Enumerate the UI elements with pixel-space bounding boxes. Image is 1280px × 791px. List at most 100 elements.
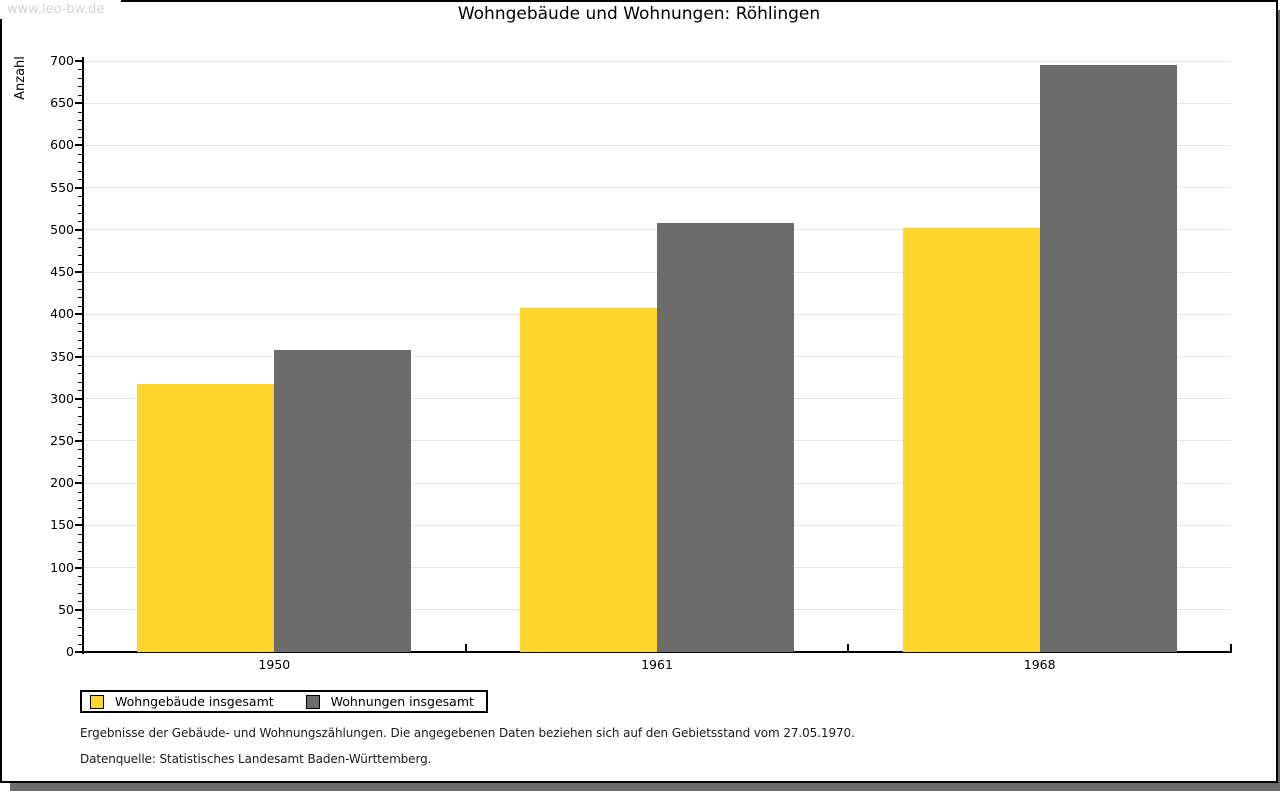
y-minor-tick [78, 457, 83, 459]
y-minor-tick [78, 246, 83, 248]
y-minor-tick [78, 331, 83, 333]
y-minor-tick [78, 212, 83, 214]
y-tick-label: 400 [50, 306, 74, 322]
y-minor-tick [78, 500, 83, 502]
y-tick-label: 500 [50, 221, 74, 237]
y-minor-tick [78, 153, 83, 155]
legend-label: Wohngebäude insgesamt [115, 694, 274, 709]
y-tick-label: 100 [50, 559, 74, 575]
y-axis-line [82, 57, 84, 654]
y-minor-tick [78, 373, 83, 375]
y-minor-tick [78, 381, 83, 383]
y-major-tick [75, 60, 83, 62]
bar-wohngebäude-1968 [902, 228, 1040, 652]
y-tick-label: 300 [50, 390, 74, 406]
bar-wohnungen-1950 [274, 349, 412, 652]
y-minor-tick [78, 559, 83, 561]
y-minor-tick [78, 322, 83, 324]
y-minor-tick [78, 120, 83, 122]
y-minor-tick [78, 128, 83, 130]
y-major-tick [75, 102, 83, 105]
gridline [83, 102, 1231, 104]
y-minor-tick [78, 136, 83, 138]
y-minor-tick [78, 432, 83, 434]
y-minor-tick [78, 491, 83, 493]
y-tick-label: 50 [58, 601, 74, 617]
y-major-tick [75, 271, 83, 274]
legend-swatch-icon [90, 694, 104, 709]
y-minor-tick [78, 449, 83, 451]
gridline [83, 144, 1231, 146]
frame-shadow-bottom [10, 783, 1280, 791]
y-minor-tick [78, 576, 83, 577]
y-minor-tick [78, 111, 83, 113]
y-major-tick [75, 608, 83, 611]
y-minor-tick [78, 348, 83, 350]
y-minor-tick [78, 407, 83, 409]
y-minor-tick [78, 69, 83, 71]
y-tick-label: 550 [50, 179, 74, 195]
y-major-tick [75, 651, 83, 653]
footnote-source-note: Ergebnisse der Gebäude- und Wohnungszähl… [80, 726, 855, 740]
gridline [83, 60, 1231, 62]
frame-shadow-right [1278, 10, 1280, 783]
y-minor-tick [78, 601, 83, 603]
y-major-tick [75, 313, 83, 316]
x-tick-label: 1961 [641, 657, 673, 672]
legend-item: Wohngebäude insgesamt [90, 694, 274, 709]
y-minor-tick [78, 550, 83, 552]
y-minor-tick [78, 390, 83, 392]
chart-title: Wohngebäude und Wohnungen: Röhlingen [457, 4, 821, 24]
y-tick-label: 200 [50, 475, 74, 491]
y-minor-tick [78, 238, 83, 240]
x-boundary-tick [847, 644, 850, 652]
bar-wohngebäude-1950 [137, 383, 275, 652]
y-major-tick [75, 144, 83, 147]
y-minor-tick [78, 255, 83, 257]
x-tick-label: 1950 [258, 657, 291, 672]
y-minor-tick [78, 626, 83, 628]
legend-label: Wohnungen insgesamt [330, 694, 474, 709]
x-boundary-tick [1230, 644, 1232, 652]
y-tick-label: 700 [50, 53, 74, 68]
gridline [83, 187, 1231, 189]
y-minor-tick [78, 94, 83, 96]
footnote-data-source: Datenquelle: Statistisches Landesamt Bad… [80, 752, 432, 766]
y-major-tick [75, 228, 83, 231]
y-major-tick [75, 524, 83, 527]
y-major-tick [75, 566, 83, 569]
y-minor-tick [78, 415, 83, 417]
y-minor-tick [78, 542, 83, 544]
y-tick-label: 600 [50, 137, 74, 153]
y-tick-label: 150 [50, 517, 74, 533]
y-minor-tick [78, 221, 83, 223]
legend-item: Wohnungen insgesamt [305, 694, 474, 709]
y-minor-tick [78, 533, 83, 535]
y-minor-tick [78, 204, 83, 206]
y-minor-tick [78, 466, 83, 468]
y-tick-label: 0 [66, 644, 74, 659]
y-major-tick [75, 397, 83, 400]
bar-wohnungen-1968 [1039, 65, 1177, 652]
y-minor-tick [78, 584, 83, 586]
y-tick-label: 650 [50, 95, 74, 111]
x-tick-label: 1968 [1023, 657, 1056, 672]
y-major-tick [75, 439, 83, 442]
y-major-tick [75, 355, 83, 358]
bar-wohngebäude-1961 [520, 307, 657, 652]
y-minor-tick [78, 280, 83, 282]
y-minor-tick [78, 643, 83, 645]
x-axis-line [82, 651, 1232, 653]
y-minor-tick [78, 196, 83, 198]
y-minor-tick [78, 516, 83, 518]
y-major-tick [75, 482, 83, 485]
y-minor-tick [78, 339, 83, 341]
legend: Wohngebäude insgesamt Wohnungen insgesamt [80, 690, 488, 713]
y-minor-tick [78, 618, 83, 620]
y-minor-tick [78, 288, 83, 290]
y-minor-tick [78, 77, 83, 79]
y-minor-tick [78, 508, 83, 510]
x-boundary-tick [464, 644, 467, 652]
y-tick-label: 350 [50, 348, 74, 364]
